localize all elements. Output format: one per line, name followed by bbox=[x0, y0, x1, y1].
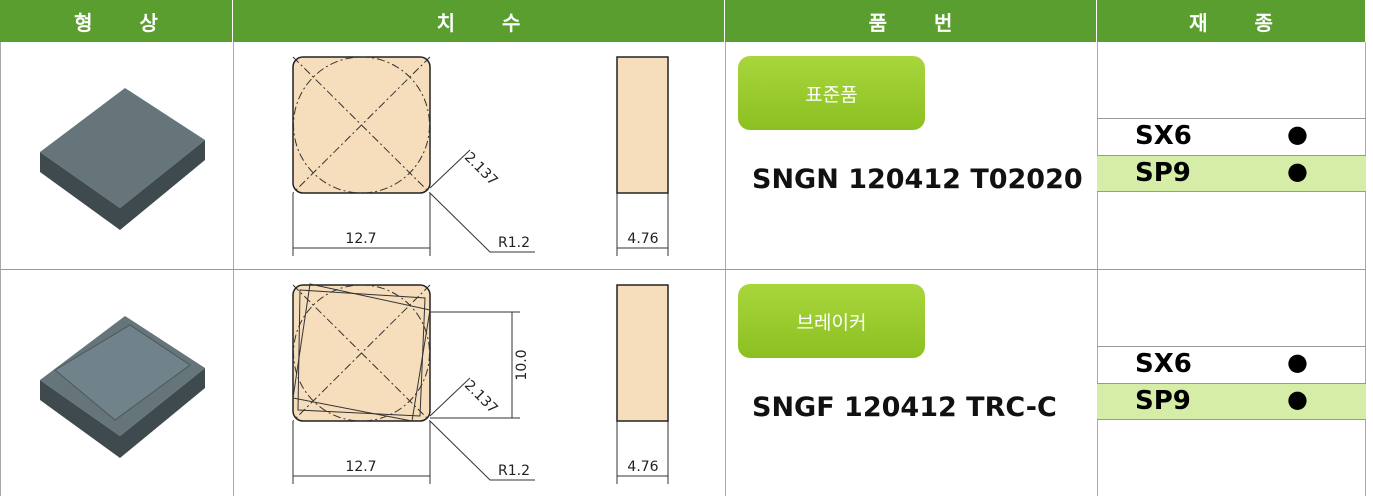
grade-row: SP9 ● bbox=[1097, 155, 1366, 192]
grade-mark: ● bbox=[1287, 157, 1308, 185]
drawing: 12.7 R1.2 2.137 4.76 bbox=[40, 56, 669, 256]
cell-border bbox=[233, 42, 234, 269]
header-cell: 재 종 bbox=[1097, 0, 1366, 42]
dimension-label: 12.7 bbox=[345, 459, 376, 475]
breaker-outline bbox=[297, 289, 426, 417]
insert-top bbox=[40, 88, 205, 208]
dim-line bbox=[292, 149, 669, 256]
grade-name: SX6 bbox=[1135, 121, 1192, 151]
grade-mark: ● bbox=[1287, 385, 1308, 413]
grade-row: SX6 ● bbox=[1097, 346, 1366, 383]
cell-border bbox=[233, 270, 234, 496]
grade-name: SX6 bbox=[1135, 349, 1192, 379]
center-lines bbox=[292, 56, 431, 194]
table-row: 10.0 12.7 R1.2 2.137 4.76 브레이커 SNGF 120412 TRC… bbox=[0, 270, 1366, 496]
dimension-label: 12.7 bbox=[345, 231, 376, 247]
dim-line bbox=[292, 377, 669, 484]
cell-border bbox=[0, 270, 1, 496]
dimension-drawing bbox=[292, 283, 669, 484]
insert-side-view bbox=[616, 56, 669, 194]
dimension-label: 2.137 bbox=[461, 149, 501, 189]
grade-name: SP9 bbox=[1135, 386, 1191, 416]
dimension-label: R1.2 bbox=[498, 235, 530, 251]
header-cell: 품 번 bbox=[725, 0, 1097, 42]
insert-side-view bbox=[616, 284, 669, 422]
table-row: 12.7 R1.2 2.137 4.76 표준품 SNGN 120412 T02020 SX… bbox=[0, 42, 1366, 270]
part-number: SNGN 120412 T02020 bbox=[752, 164, 1083, 195]
breaker-outline bbox=[292, 283, 431, 422]
header-cell: 치 수 bbox=[233, 0, 725, 42]
insert-layer bbox=[54, 324, 191, 421]
dimension-label: 2.137 bbox=[461, 377, 501, 417]
insert-image bbox=[40, 316, 205, 458]
dim-line bbox=[430, 311, 520, 419]
inscribed-circle bbox=[293, 284, 430, 422]
inscribed-circle bbox=[293, 56, 430, 194]
dimension-label: 4.76 bbox=[627, 459, 658, 475]
cell-border bbox=[725, 42, 726, 269]
insert-side bbox=[40, 368, 205, 458]
grade-name: SP9 bbox=[1135, 158, 1191, 188]
insert-side bbox=[40, 140, 205, 230]
drawing: 10.0 12.7 R1.2 2.137 4.76 bbox=[40, 283, 669, 484]
grade-row: SX6 ● bbox=[1097, 118, 1366, 155]
dimension-label: 10.0 bbox=[514, 349, 530, 380]
dimension-drawing bbox=[292, 56, 669, 256]
center-lines bbox=[292, 284, 431, 422]
grade-row: SP9 ● bbox=[1097, 383, 1366, 420]
badge: 표준품 bbox=[738, 56, 925, 130]
cell-border bbox=[725, 270, 726, 496]
dimension-label: R1.2 bbox=[498, 463, 530, 479]
badge: 브레이커 bbox=[738, 284, 925, 358]
cell-border bbox=[0, 42, 1, 269]
dimension-label: 4.76 bbox=[627, 231, 658, 247]
part-number: SNGF 120412 TRC-C bbox=[752, 392, 1057, 423]
header-cell: 형 상 bbox=[0, 0, 233, 42]
grade-mark: ● bbox=[1287, 120, 1308, 148]
insert-image bbox=[40, 88, 205, 230]
grade-mark: ● bbox=[1287, 348, 1308, 376]
